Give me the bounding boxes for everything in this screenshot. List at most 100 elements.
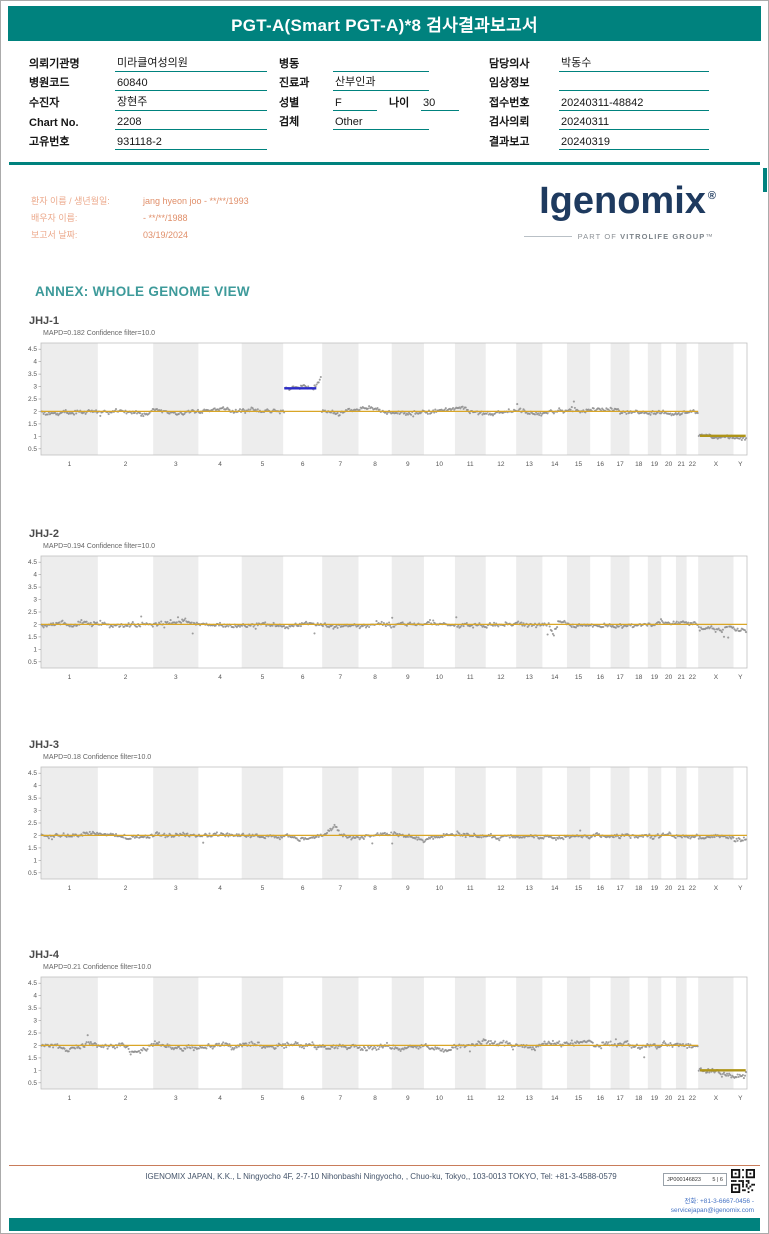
svg-text:1: 1 (68, 674, 72, 681)
patient-summary: 환자 이름 / 생년월일: jang hyeon joo - **/**/1993… (31, 192, 249, 243)
svg-text:2: 2 (124, 674, 128, 681)
svg-text:16: 16 (597, 674, 605, 681)
document-id: JP000146823 (667, 1176, 701, 1183)
svg-text:0.5: 0.5 (28, 659, 37, 666)
logo-tagline: PART OF VITROLIFE GROUP™ (523, 232, 714, 241)
svg-text:15: 15 (575, 885, 583, 892)
svg-text:X: X (714, 885, 719, 892)
chart-subtitle: MAPD=0.21 Confidence filter=10.0 (43, 964, 152, 971)
svg-text:0.5: 0.5 (28, 1080, 37, 1087)
svg-text:2: 2 (124, 885, 128, 892)
svg-text:4: 4 (33, 572, 37, 579)
svg-text:3: 3 (174, 1095, 178, 1102)
chart-title: JHJ-3 (29, 739, 59, 751)
genome-plot-jhj-3: 0.511.522.533.544.51 2 3 4 5 6 7 8 9 10 11 12 13 14 15… (28, 766, 748, 892)
svg-text:1: 1 (33, 857, 37, 864)
chart-subtitle: MAPD=0.194 Confidence filter=10.0 (43, 543, 156, 550)
chart-title: JHJ-4 (29, 949, 59, 961)
svg-text:7: 7 (338, 674, 342, 681)
svg-text:14: 14 (551, 674, 559, 681)
info-field-chart-no: Chart No. 2208 (29, 111, 267, 130)
svg-text:8: 8 (373, 674, 377, 681)
svg-text:12: 12 (497, 1095, 505, 1102)
svg-text:22: 22 (689, 674, 697, 681)
info-field-sex-age: 성별 F 나이 30 (279, 91, 459, 111)
svg-text:1: 1 (33, 1067, 37, 1074)
svg-text:9: 9 (406, 885, 410, 892)
svg-text:2.5: 2.5 (28, 609, 37, 616)
svg-text:4: 4 (218, 461, 222, 468)
svg-text:19: 19 (651, 885, 659, 892)
info-field-doctor: 담당의사 박동수 (489, 52, 709, 72)
svg-text:3.5: 3.5 (28, 795, 37, 802)
patient-name-dob: 환자 이름 / 생년월일: jang hyeon joo - **/**/1993 (31, 195, 249, 207)
svg-text:7: 7 (338, 1095, 342, 1102)
info-field-request-date: 검사의뢰 20240311 (489, 111, 709, 130)
svg-text:6: 6 (301, 674, 305, 681)
svg-text:0.5: 0.5 (28, 870, 37, 877)
svg-text:2: 2 (33, 1042, 37, 1049)
svg-text:17: 17 (616, 674, 624, 681)
svg-text:20: 20 (665, 885, 673, 892)
svg-text:21: 21 (678, 1095, 686, 1102)
svg-text:1: 1 (68, 885, 72, 892)
svg-text:2: 2 (124, 461, 128, 468)
svg-text:X: X (714, 461, 719, 468)
svg-text:4: 4 (33, 993, 37, 1000)
tagline-rule (523, 236, 572, 237)
info-field-report-date: 결과보고 20240319 (489, 130, 709, 150)
info-field-patient-name: 수진자 장현주 (29, 91, 267, 111)
genome-chart-jhj-2: JHJ-2 MAPD=0.194 Confidence filter=10.0 … (17, 528, 755, 692)
svg-text:0.5: 0.5 (28, 446, 37, 453)
svg-text:2: 2 (33, 832, 37, 839)
svg-text:3.5: 3.5 (28, 1005, 37, 1012)
info-field-hospital-code: 병원코드 60840 (29, 72, 267, 91)
svg-text:18: 18 (635, 461, 643, 468)
svg-text:16: 16 (597, 461, 605, 468)
registered-mark: ® (707, 190, 716, 203)
svg-text:Y: Y (738, 461, 743, 468)
svg-text:16: 16 (597, 885, 605, 892)
svg-text:3: 3 (33, 808, 37, 815)
tm-mark: ™ (705, 232, 714, 241)
svg-text:21: 21 (678, 461, 686, 468)
svg-text:22: 22 (689, 1095, 697, 1102)
svg-text:1.5: 1.5 (28, 845, 37, 852)
svg-text:20: 20 (665, 1095, 673, 1102)
svg-text:16: 16 (597, 1095, 605, 1102)
svg-text:21: 21 (678, 674, 686, 681)
svg-text:2: 2 (33, 621, 37, 628)
svg-text:X: X (714, 674, 719, 681)
svg-text:12: 12 (497, 885, 505, 892)
annex-heading: ANNEX: WHOLE GENOME VIEW (35, 284, 250, 299)
svg-text:3: 3 (174, 461, 178, 468)
svg-text:10: 10 (436, 461, 444, 468)
document-id-box: JP000146823 5 | 6 (663, 1173, 727, 1186)
bottom-accent-bar (9, 1218, 760, 1231)
svg-text:7: 7 (338, 461, 342, 468)
genome-plot-jhj-4: 0.511.522.533.544.51 2 3 4 5 6 7 8 9 10 11 12 13 14 15… (28, 976, 748, 1102)
chart-subtitle: MAPD=0.18 Confidence filter=10.0 (43, 754, 152, 761)
svg-text:3.5: 3.5 (28, 371, 37, 378)
report-title-bar: PGT-A(Smart PGT-A)*8 검사결과보고서 (8, 6, 761, 41)
svg-text:1.5: 1.5 (28, 421, 37, 428)
svg-text:7: 7 (338, 885, 342, 892)
svg-text:3: 3 (174, 674, 178, 681)
svg-text:14: 14 (551, 1095, 559, 1102)
svg-text:Y: Y (738, 885, 743, 892)
info-field-ward: 병동 (279, 52, 459, 72)
footer-contact: 전화: +81-3-6667-0456 - servicejapan@igeno… (670, 1198, 754, 1215)
svg-text:6: 6 (301, 461, 305, 468)
svg-text:8: 8 (373, 1095, 377, 1102)
info-field-clinical-info: 임상정보 (489, 72, 709, 91)
svg-text:2: 2 (124, 1095, 128, 1102)
svg-text:15: 15 (575, 1095, 583, 1102)
svg-text:4: 4 (218, 885, 222, 892)
svg-text:15: 15 (575, 674, 583, 681)
svg-text:1.5: 1.5 (28, 1055, 37, 1062)
svg-text:12: 12 (497, 674, 505, 681)
svg-text:1: 1 (33, 646, 37, 653)
svg-text:Y: Y (738, 674, 743, 681)
report-title: PGT-A(Smart PGT-A)*8 검사결과보고서 (231, 16, 538, 35)
svg-text:4.5: 4.5 (28, 559, 37, 566)
